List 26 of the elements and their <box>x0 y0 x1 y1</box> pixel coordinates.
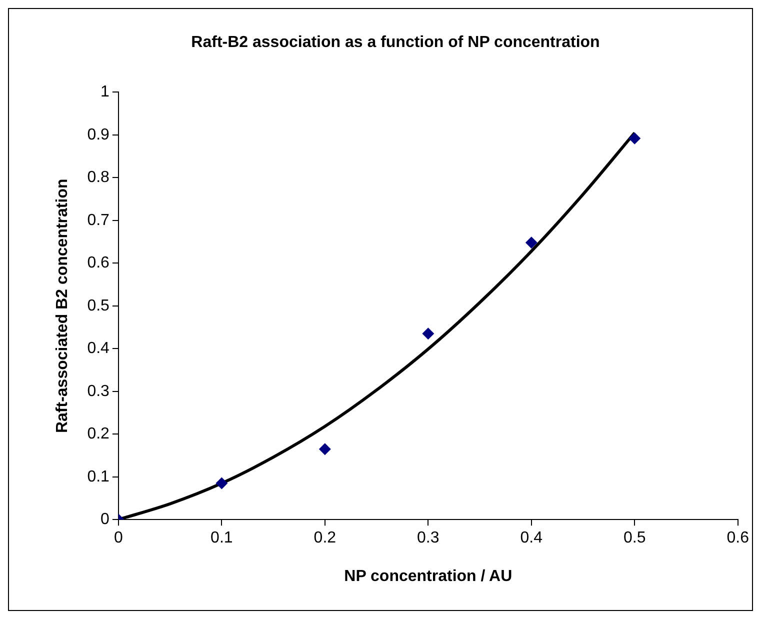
x-tick-label: 0.6 <box>726 530 750 547</box>
y-tick-label: 0.9 <box>87 126 110 144</box>
y-tick-label: 0.4 <box>87 340 110 358</box>
point <box>628 132 641 144</box>
y-tick-label: 0 <box>100 511 110 528</box>
chart-title: Raft-B2 association as a function of NP concentration <box>191 34 600 52</box>
point <box>525 236 538 249</box>
y-tick-label: 0.2 <box>87 426 110 443</box>
point <box>318 443 331 456</box>
y-tick-label: 0.8 <box>87 169 110 186</box>
y-tick-label: 0.3 <box>87 382 110 400</box>
point <box>422 328 434 340</box>
y-tick-label: 1 <box>100 84 110 101</box>
y-tick-label: 0.6 <box>87 254 110 272</box>
x-tick-label: 0.3 <box>417 530 440 547</box>
point <box>216 477 228 490</box>
x-tick-label: 0.2 <box>314 530 336 547</box>
y-tick-label: 0.7 <box>87 212 110 229</box>
y-axis-title: Raft-associated B2 concentration <box>54 178 72 434</box>
x-axis-title: NP concentration / AU <box>344 568 512 585</box>
y-tick-label: 0.5 <box>87 297 110 314</box>
x-tick-label: 0.1 <box>210 530 233 547</box>
x-tick-label: 0.4 <box>520 530 543 547</box>
y-tick-label: 0.1 <box>87 468 110 486</box>
x-tick-label: 0 <box>114 530 123 547</box>
x-tick-label: 0.5 <box>624 530 646 547</box>
